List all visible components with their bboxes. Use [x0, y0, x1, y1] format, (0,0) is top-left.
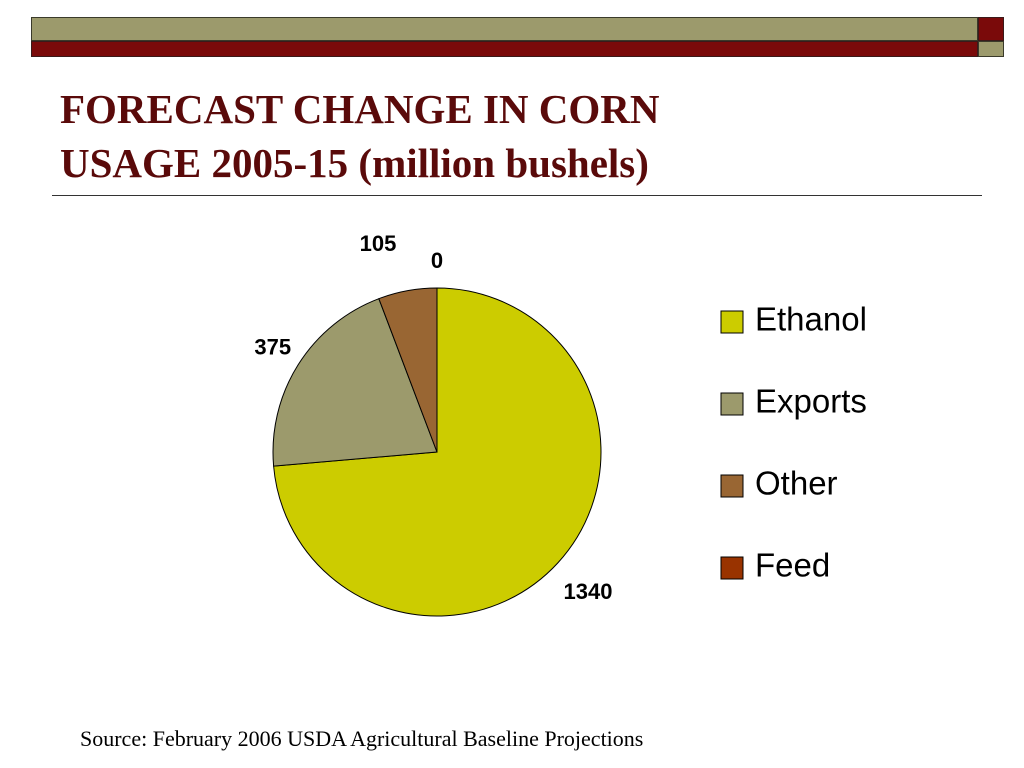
data-labels: 1340 375 105 0 — [254, 231, 612, 604]
slice-exports — [272, 298, 438, 467]
slice-other — [378, 287, 438, 453]
pie-slices — [272, 287, 602, 617]
header-square-maroon — [978, 17, 1004, 41]
legend-swatch-feed — [720, 556, 744, 580]
data-label-other: 105 — [360, 231, 397, 256]
data-label-exports: 375 — [254, 335, 291, 360]
data-label-ethanol: 1340 — [563, 579, 612, 604]
legend-swatch-other — [720, 474, 744, 498]
slide-title-line2: USAGE 2005-15 (million bushels) — [60, 140, 649, 186]
slide-title: FORECAST CHANGE IN CORN USAGE 2005-15 (m… — [60, 82, 960, 190]
header-square-olive — [978, 41, 1004, 57]
data-label-feed: 0 — [431, 248, 443, 273]
title-divider — [52, 195, 982, 196]
slide-title-line1: FORECAST CHANGE IN CORN — [60, 86, 660, 132]
header-bar-maroon — [31, 41, 978, 57]
legend-swatch-exports — [720, 392, 744, 416]
legend-label-other: Other — [755, 465, 838, 502]
chart-legend: Ethanol Exports Other Feed — [720, 301, 867, 584]
legend-label-feed: Feed — [755, 547, 830, 584]
legend-label-exports: Exports — [755, 383, 867, 420]
legend-swatch-ethanol — [720, 310, 744, 334]
legend-label-ethanol: Ethanol — [755, 301, 867, 338]
header-bar-olive — [31, 17, 978, 41]
source-note: Source: February 2006 USDA Agricultural … — [80, 726, 644, 751]
